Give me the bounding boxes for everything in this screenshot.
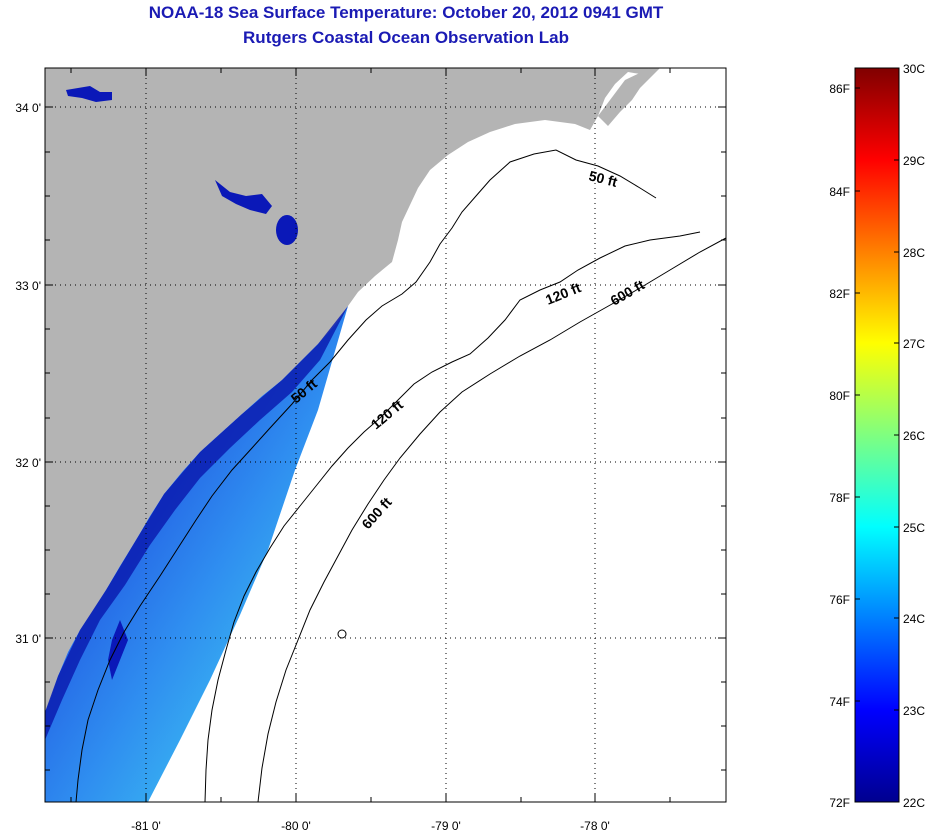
colorbar-label-celsius: 30C [903, 62, 925, 76]
lat-tick-label: 34 0' [15, 101, 41, 115]
contour-label-50ft: 50 ft [587, 167, 619, 190]
sst-swath [45, 306, 348, 802]
contour-label-120ft: 120 ft [368, 396, 407, 432]
colorbar [854, 67, 900, 803]
lat-tick-label: 32 0' [15, 456, 41, 470]
land-mass [45, 68, 650, 712]
colorbar-label-celsius: 25C [903, 521, 925, 535]
lat-tick-label: 33 0' [15, 279, 41, 293]
map-area [45, 68, 726, 802]
colorbar-label-celsius: 22C [903, 796, 925, 810]
lon-tick-label: -81 0' [131, 819, 161, 832]
lon-tick-label: -78 0' [580, 819, 610, 832]
colorbar-label-fahrenheit: 74F [829, 695, 850, 709]
lon-tick-label: -80 0' [281, 819, 311, 832]
lat-tick-label: 31 0' [15, 632, 41, 646]
lon-tick-label: -79 0' [431, 819, 461, 832]
axis-ticks [45, 68, 726, 802]
sst-nearshore-band [45, 306, 348, 740]
contour-600ft [257, 237, 726, 802]
graticule [45, 68, 726, 802]
colorbar-label-celsius: 27C [903, 337, 925, 351]
map-title: NOAA-18 Sea Surface Temperature: October… [148, 3, 664, 22]
colorbar-label-celsius: 24C [903, 612, 925, 626]
colorbar-label-fahrenheit: 76F [829, 593, 850, 607]
contour-label-600ft: 600 ft [358, 494, 395, 532]
colorbar-label-fahrenheit: 82F [829, 287, 850, 301]
colorbar-label-fahrenheit: 72F [829, 796, 850, 810]
colorbar-label-fahrenheit: 78F [829, 491, 850, 505]
inland-lake [215, 180, 272, 214]
contour-120ft [204, 231, 701, 802]
colorbar-label-celsius: 28C [903, 246, 925, 260]
contour-label-120ft: 120 ft [543, 279, 583, 308]
inland-lake [276, 215, 298, 245]
colorbar-ticks [855, 67, 899, 803]
seamount-contour [337, 629, 347, 639]
colorbar-label-fahrenheit: 80F [829, 389, 850, 403]
map-subtitle: Rutgers Coastal Ocean Observation Lab [243, 28, 569, 47]
map-frame [44, 67, 727, 803]
colorbar-label-celsius: 26C [903, 429, 925, 443]
colorbar-label-fahrenheit: 84F [829, 185, 850, 199]
contour-label-600ft: 600 ft [608, 276, 648, 308]
colorbar-label-fahrenheit: 86F [829, 82, 850, 96]
land-mass-northeast [598, 68, 660, 126]
inland-lake [66, 86, 112, 102]
colorbar-label-celsius: 29C [903, 154, 925, 168]
contour-50ft [75, 149, 657, 802]
colorbar-label-celsius: 23C [903, 704, 925, 718]
